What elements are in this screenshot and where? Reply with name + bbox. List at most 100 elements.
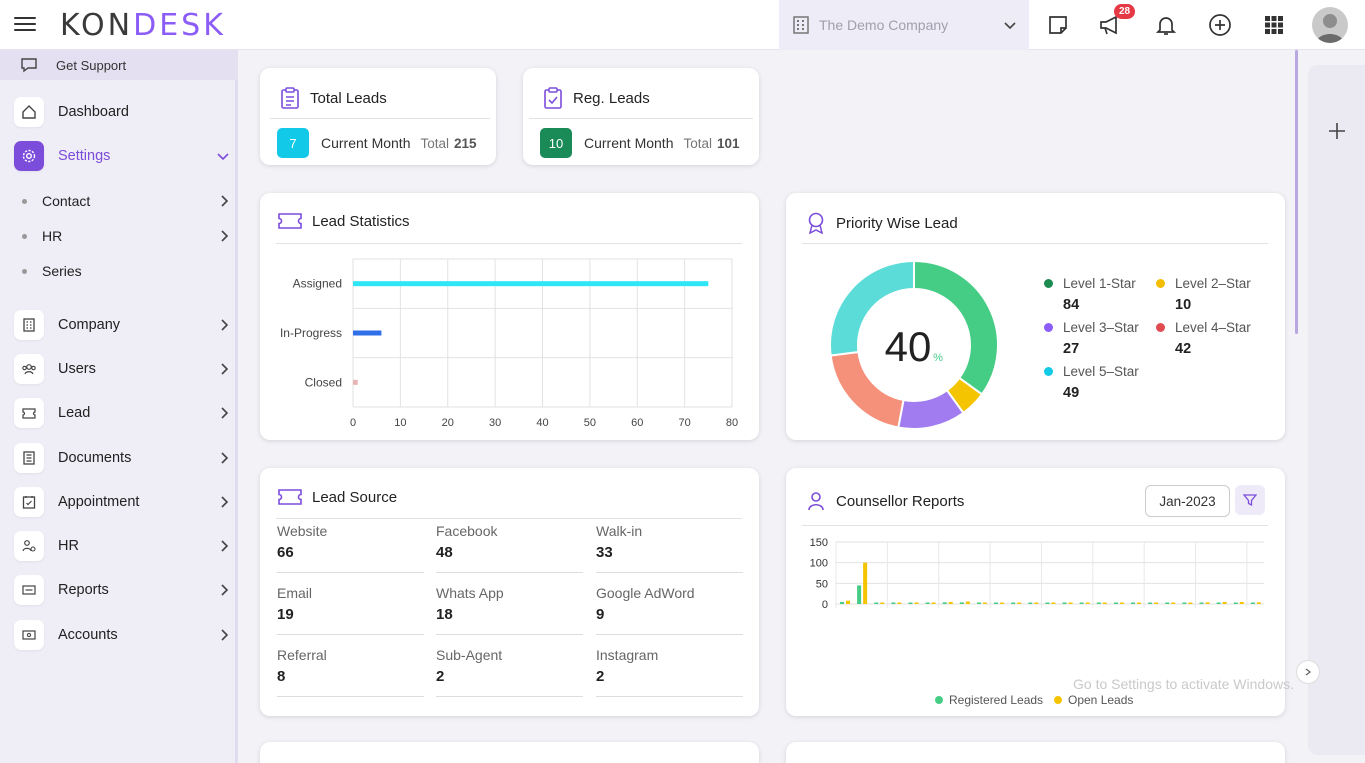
- plus-icon[interactable]: [1327, 121, 1347, 141]
- x-tick-label: 70: [679, 417, 691, 429]
- menu-toggle-icon[interactable]: [14, 13, 36, 35]
- bar: [914, 602, 919, 604]
- legend-value-level-2: 10: [1175, 297, 1192, 313]
- sidebar-item-dashboard[interactable]: Dashboard: [14, 96, 230, 128]
- chevron-down-icon: [217, 153, 229, 161]
- bell-icon[interactable]: [1153, 12, 1179, 38]
- card-title: Reg. Leads: [573, 89, 650, 107]
- notification-badge: 28: [1114, 4, 1136, 19]
- sidebar-item-documents[interactable]: Documents: [14, 442, 230, 474]
- legend-value-level-5: 49: [1063, 385, 1080, 401]
- bar: [1119, 602, 1124, 604]
- sidebar-item-company[interactable]: Company: [14, 309, 230, 341]
- lead-source-walk-in[interactable]: Walk-in 33: [596, 523, 743, 573]
- bar: [1068, 602, 1073, 604]
- chevron-right-icon: [221, 195, 229, 207]
- chevron-right-icon: [221, 496, 229, 508]
- bar: [1250, 602, 1255, 604]
- sidebar-subitem-hr[interactable]: HR: [22, 224, 230, 248]
- notes-icon[interactable]: [1045, 12, 1071, 38]
- lead-source-sub-agent[interactable]: Sub-Agent 2: [436, 647, 583, 697]
- bar: [908, 602, 913, 604]
- chevron-right-icon: [221, 540, 229, 552]
- sidebar-item-lead[interactable]: Lead: [14, 397, 230, 429]
- bar: [880, 602, 885, 604]
- lead-source-instagram[interactable]: Instagram 2: [596, 647, 743, 697]
- sidebar-item-users[interactable]: Users: [14, 353, 230, 385]
- sidebar-subitem-series[interactable]: Series: [22, 259, 230, 283]
- chevron-right-circle-icon[interactable]: [1296, 660, 1320, 684]
- lead-source-whatsapp[interactable]: Whats App 18: [436, 585, 583, 635]
- bar: [1216, 602, 1221, 604]
- reg-leads-count[interactable]: 10: [540, 128, 572, 158]
- users-icon: [14, 354, 44, 384]
- bar: [1233, 602, 1238, 604]
- bar: [976, 602, 981, 604]
- bar: [1045, 602, 1050, 604]
- lead-source-email[interactable]: Email 19: [277, 585, 424, 635]
- lead-source-website[interactable]: Website 66: [277, 523, 424, 573]
- chat-icon: [21, 58, 37, 73]
- month-picker[interactable]: Jan-2023: [1145, 485, 1230, 517]
- legend-open-leads: Open Leads: [1054, 693, 1133, 707]
- scrollbar[interactable]: [1295, 50, 1298, 334]
- total-leads-card: Total Leads 7 Current Month Total 215: [260, 68, 496, 165]
- home-icon: [14, 97, 44, 127]
- x-tick-label: 10: [394, 417, 406, 429]
- megaphone-icon[interactable]: [1098, 12, 1124, 38]
- sidebar-subitem-contact[interactable]: Contact: [22, 189, 230, 213]
- gear-icon: [14, 141, 44, 171]
- bar: [1256, 602, 1261, 604]
- windows-activation-watermark: Go to Settings to activate Windows.: [1073, 676, 1294, 692]
- sidebar-item-appointment[interactable]: Appointment: [14, 486, 230, 518]
- chevron-right-icon: [221, 452, 229, 464]
- company-select[interactable]: The Demo Company: [779, 0, 1029, 50]
- bar: [863, 562, 868, 604]
- legend-level-4: Level 4–Star: [1156, 320, 1251, 335]
- bar: [1188, 602, 1193, 604]
- bar: [948, 601, 953, 604]
- company-name: The Demo Company: [819, 17, 949, 33]
- y-tick-label: In-Progress: [280, 326, 342, 340]
- card-title: Counsellor Reports: [836, 492, 965, 510]
- kondesk-logo[interactable]: KONDESK: [60, 8, 226, 43]
- filter-button[interactable]: [1235, 485, 1265, 515]
- bar: [942, 602, 947, 604]
- sidebar-item-hr[interactable]: HR: [14, 530, 230, 562]
- user-avatar[interactable]: [1312, 7, 1348, 43]
- bar: [1113, 602, 1118, 604]
- legend-level-1: Level 1-Star: [1044, 276, 1136, 291]
- bar: [925, 602, 930, 604]
- chevron-right-icon: [221, 407, 229, 419]
- sidebar-item-settings[interactable]: Settings: [14, 140, 230, 172]
- y-tick-label: 100: [810, 558, 828, 570]
- add-circle-icon[interactable]: [1207, 12, 1233, 38]
- bar: [846, 600, 850, 604]
- sidebar-item-accounts[interactable]: Accounts: [14, 619, 230, 651]
- legend-value-level-4: 42: [1175, 341, 1192, 357]
- lead-source-facebook[interactable]: Facebook 48: [436, 523, 583, 573]
- reg-leads-total: 101: [717, 135, 740, 151]
- bar: [353, 281, 709, 287]
- lead-source-google-adword[interactable]: Google AdWord 9: [596, 585, 743, 635]
- bar: [1062, 602, 1067, 604]
- donut-center-unit: %: [933, 352, 943, 364]
- bar: [1154, 602, 1159, 604]
- user-icon: [808, 492, 824, 511]
- y-tick-label: Closed: [305, 375, 342, 389]
- priority-wise-lead-card: Priority Wise Lead 40% Level 1-Star 84 L…: [786, 193, 1285, 440]
- get-support-link[interactable]: Get Support: [0, 50, 238, 80]
- apps-grid-icon[interactable]: [1261, 12, 1287, 38]
- bar: [1011, 602, 1016, 604]
- total-leads-count[interactable]: 7: [277, 128, 309, 158]
- sidebar-item-reports[interactable]: Reports: [14, 574, 230, 606]
- legend-level-2: Level 2–Star: [1156, 276, 1251, 291]
- building-icon: [14, 310, 44, 340]
- x-tick-label: 0: [350, 417, 356, 429]
- donut-center-value: 40: [885, 323, 932, 370]
- x-tick-label: 20: [442, 417, 454, 429]
- bar: [1034, 602, 1039, 604]
- lead-source-referral[interactable]: Referral 8: [277, 647, 424, 697]
- legend-value-level-3: 27: [1063, 341, 1080, 357]
- filter-icon: [1243, 494, 1257, 507]
